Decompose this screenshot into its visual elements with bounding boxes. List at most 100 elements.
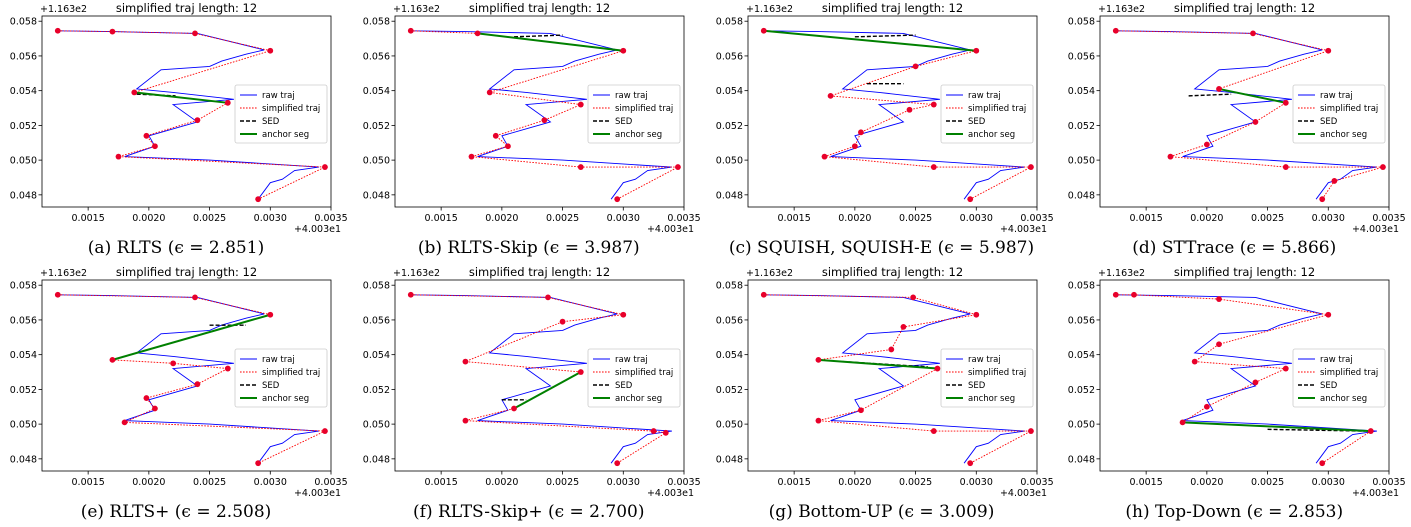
simplified-point bbox=[1325, 47, 1332, 54]
simplified-point bbox=[972, 47, 979, 54]
y-tick-label: 0.056 bbox=[715, 51, 742, 62]
chart-svg: simplified traj length: 12 +1.163e2 +4.003… bbox=[363, 265, 701, 499]
legend-label: SED bbox=[1320, 117, 1338, 127]
simplified-point bbox=[614, 196, 620, 203]
y-tick-label: 0.054 bbox=[1068, 86, 1095, 97]
y-tick-label: 0.048 bbox=[10, 454, 37, 465]
simplified-point bbox=[857, 129, 864, 136]
legend-label: raw traj bbox=[968, 355, 1001, 365]
x-offset-label: +4.003e1 bbox=[294, 488, 341, 499]
legend: raw traj simplified traj SED anchor seg bbox=[587, 348, 681, 408]
simplified-traj-line bbox=[1116, 294, 1373, 464]
simplified-point bbox=[966, 460, 973, 467]
plot-frame bbox=[41, 15, 332, 208]
y-tick-label: 0.058 bbox=[1068, 281, 1095, 292]
y-tick-label: 0.058 bbox=[10, 17, 37, 28]
simplified-point bbox=[1216, 341, 1223, 348]
simplified-point bbox=[909, 294, 916, 301]
chart-svg: simplified traj length: 12 +1.163e2 +4.003… bbox=[363, 1, 701, 235]
y-tick-label: 0.054 bbox=[363, 86, 390, 97]
y-tick-label: 0.052 bbox=[715, 385, 742, 396]
legend-box bbox=[1292, 348, 1386, 408]
legend-label: SED bbox=[1320, 381, 1338, 391]
y-offset-label: +1.163e2 bbox=[746, 268, 793, 279]
chart-panel: simplified traj length: 12 +1.163e2 +4.003… bbox=[706, 0, 1058, 263]
legend-label: simplified traj bbox=[262, 368, 320, 378]
legend-label: raw traj bbox=[262, 355, 295, 365]
x-offset-label: +4.003e1 bbox=[1352, 488, 1399, 499]
simplified-point bbox=[934, 365, 940, 372]
simplified-point bbox=[827, 92, 833, 99]
y-offset-label: +1.163e2 bbox=[1098, 268, 1145, 279]
y-tick-label: 0.050 bbox=[363, 156, 390, 167]
chart-panel: simplified traj length: 12 +1.163e2 +4.003… bbox=[1058, 0, 1410, 263]
subfigure-caption: (g) Bottom-UP (ϵ = 3.009) bbox=[768, 502, 995, 522]
raw-traj-line bbox=[57, 30, 319, 200]
legend: raw traj simplified traj SED anchor seg bbox=[940, 84, 1033, 144]
anchor-segment bbox=[1219, 87, 1287, 104]
x-tick-label: 0.0020 bbox=[1190, 477, 1223, 488]
x-tick-label: 0.0030 bbox=[959, 477, 992, 488]
legend-label: SED bbox=[262, 381, 280, 391]
y-tick-label: 0.054 bbox=[363, 350, 390, 361]
x-offset-label: +4.003e1 bbox=[999, 224, 1046, 235]
y-tick-label: 0.052 bbox=[10, 385, 37, 396]
chart-svg: simplified traj length: 12 +1.163e2 +4.003… bbox=[715, 265, 1053, 499]
simplified-point bbox=[1192, 358, 1198, 365]
simplified-point bbox=[1380, 164, 1387, 170]
simplified-point bbox=[192, 30, 198, 37]
subfigure-caption: (h) Top-Down (ϵ = 2.853) bbox=[1125, 502, 1344, 522]
legend-box bbox=[234, 84, 328, 144]
x-offset-label: +4.003e1 bbox=[647, 224, 694, 235]
simplified-point bbox=[462, 358, 469, 365]
plot-frame bbox=[747, 15, 1037, 208]
x-tick-label: 0.0030 bbox=[254, 213, 287, 224]
chart-svg: simplified traj length: 12 +1.163e2 +4.003… bbox=[1068, 265, 1406, 499]
legend-label: simplified traj bbox=[968, 104, 1026, 114]
raw-traj-line bbox=[57, 294, 319, 464]
simplified-point bbox=[1027, 164, 1034, 170]
y-tick-label: 0.048 bbox=[1068, 454, 1095, 465]
simplified-point bbox=[1216, 296, 1223, 302]
x-tick-label: 0.0015 bbox=[1130, 477, 1163, 488]
x-offset-label: +4.003e1 bbox=[999, 488, 1046, 499]
x-tick-label: 0.0020 bbox=[485, 477, 518, 488]
y-tick-label: 0.058 bbox=[363, 17, 390, 28]
x-tick-label: 0.0035 bbox=[1373, 213, 1406, 224]
simplified-point bbox=[1283, 164, 1289, 170]
simplified-point bbox=[224, 99, 231, 106]
y-tick-label: 0.056 bbox=[363, 51, 390, 62]
y-tick-label: 0.048 bbox=[1068, 190, 1095, 201]
legend: raw traj simplified traj SED anchor seg bbox=[1292, 84, 1386, 144]
chart-title: simplified traj length: 12 bbox=[116, 265, 257, 279]
x-offset-label: +4.003e1 bbox=[1352, 224, 1399, 235]
x-tick-label: 0.0015 bbox=[72, 477, 105, 488]
simplified-point bbox=[109, 28, 116, 35]
simplified-point bbox=[121, 419, 128, 426]
y-tick-label: 0.048 bbox=[363, 454, 390, 465]
x-tick-label: 0.0035 bbox=[667, 213, 700, 224]
simplified-point bbox=[815, 356, 821, 363]
simplified-point bbox=[1252, 379, 1259, 386]
chart-svg: simplified traj length: 12 +1.163e2 +4.003… bbox=[715, 1, 1053, 235]
x-tick-label: 0.0030 bbox=[606, 477, 639, 488]
x-tick-label: 0.0015 bbox=[777, 213, 810, 224]
simplified-point bbox=[577, 369, 584, 375]
legend: raw traj simplified traj SED anchor seg bbox=[234, 84, 328, 144]
simplified-point bbox=[267, 47, 274, 54]
simplified-point bbox=[650, 428, 657, 434]
simplified-point bbox=[1283, 99, 1289, 106]
plot-frame bbox=[394, 279, 685, 472]
simplified-point bbox=[224, 365, 231, 372]
anchor-segment bbox=[817, 358, 938, 370]
y-tick-label: 0.052 bbox=[10, 121, 37, 132]
simplified-point bbox=[1131, 291, 1138, 298]
y-offset-label: +1.163e2 bbox=[40, 4, 87, 15]
y-tick-label: 0.048 bbox=[363, 190, 390, 201]
simplified-point bbox=[1368, 428, 1374, 434]
simplified-point bbox=[194, 381, 201, 388]
simplified-point bbox=[614, 460, 620, 467]
legend-label: simplified traj bbox=[262, 104, 320, 114]
simplified-point bbox=[1027, 428, 1034, 434]
legend-label: simplified traj bbox=[1320, 104, 1378, 114]
